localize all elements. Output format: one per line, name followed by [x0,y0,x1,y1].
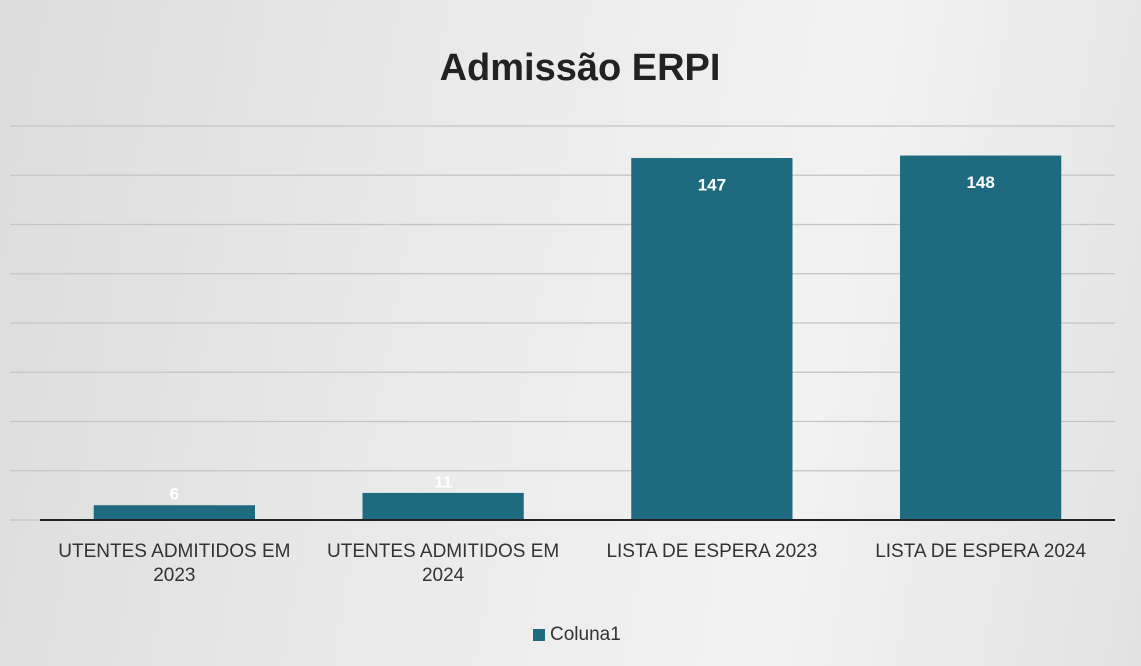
data-label: 6 [170,485,179,504]
x-tick-label: LISTA DE ESPERA 2023 [606,541,818,562]
chart-title: Admissão ERPI [440,47,721,89]
x-tick-label: LISTA DE ESPERA 2024 [875,541,1087,562]
data-label: 11 [434,472,452,491]
legend-label: Coluna1 [550,624,621,645]
data-label: 147 [698,175,726,194]
x-tick-label: UTENTES ADMITIDOS EM 2023 [58,541,291,586]
bar [362,492,524,520]
bar [631,158,793,520]
legend-swatch [533,629,545,641]
bar [93,505,255,520]
data-label: 148 [966,173,994,192]
x-tick-label: UTENTES ADMITIDOS EM 2024 [327,541,560,586]
bar [900,155,1062,521]
